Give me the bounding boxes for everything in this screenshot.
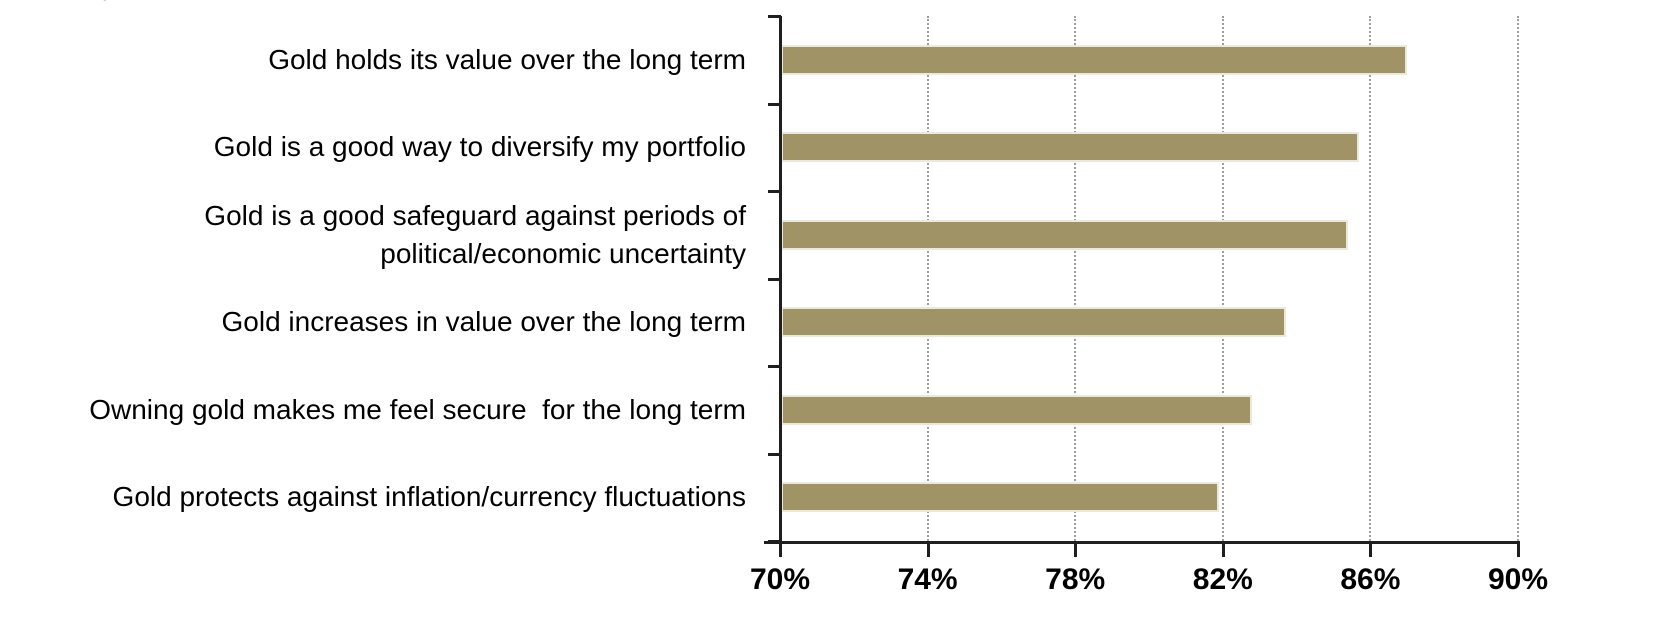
gridline-78	[1074, 16, 1077, 541]
x-axis-tick-label-2: 78%	[1045, 563, 1106, 596]
clipped-percent-text: %	[84, 0, 111, 8]
category-label-text: Gold is a good safeguard against periods…	[204, 199, 754, 269]
x-axis-tick-70	[779, 544, 782, 557]
y-axis-tick-5	[768, 452, 781, 456]
y-axis-tick-4	[768, 365, 781, 368]
category-label-2: Gold is a good safeguard against periods…	[66, 191, 746, 279]
category-label-text: Gold is a good way to diversify my portf…	[213, 131, 746, 163]
y-axis-tick-1	[768, 102, 781, 106]
gridline-74	[926, 16, 929, 541]
y-axis-tick-3	[768, 277, 781, 281]
y-axis-tick-6	[768, 540, 781, 543]
x-axis-line	[764, 541, 1520, 544]
x-axis-tick-label-4: 86%	[1340, 563, 1401, 596]
x-axis-tick-label-1: 74%	[897, 563, 958, 596]
x-axis-tick-label-0: 70%	[749, 563, 811, 596]
x-axis-tick-90	[1517, 544, 1520, 557]
category-label-text: Gold holds its value over the long term	[268, 43, 746, 75]
x-axis-tick-82	[1221, 544, 1225, 557]
x-axis-tick-label-3: 82%	[1192, 563, 1253, 596]
bar-2	[781, 219, 1348, 250]
category-label-3: Gold increases in value over the long te…	[66, 279, 747, 367]
bar-3	[781, 307, 1286, 338]
x-axis-tick-74	[926, 544, 930, 557]
category-label-text: Gold protects against inflation/currency…	[112, 481, 746, 513]
category-label-4: Owning gold makes me feel secure for the…	[66, 366, 746, 454]
bar-1	[781, 132, 1359, 163]
x-axis-tick-label-5: 90%	[1487, 563, 1549, 596]
gridline-82	[1221, 16, 1224, 541]
gridline-86	[1369, 16, 1372, 541]
category-label-1: Gold is a good way to diversify my portf…	[66, 104, 746, 192]
category-label-text: Owning gold makes me feel secure for the…	[89, 393, 746, 425]
bar-0	[781, 44, 1407, 75]
y-axis-tick-2	[768, 190, 781, 193]
gridline-90	[1517, 16, 1519, 541]
x-axis-tick-86	[1369, 544, 1373, 557]
bar-4	[781, 394, 1252, 425]
bar-5	[781, 482, 1219, 513]
category-label-0: Gold holds its value over the long term	[66, 16, 746, 104]
category-label-text: Gold increases in value over the long te…	[221, 306, 747, 338]
x-axis-tick-78	[1074, 544, 1078, 557]
y-axis-tick-0	[768, 15, 781, 18]
category-label-5: Gold protects against inflation/currency…	[66, 454, 746, 542]
